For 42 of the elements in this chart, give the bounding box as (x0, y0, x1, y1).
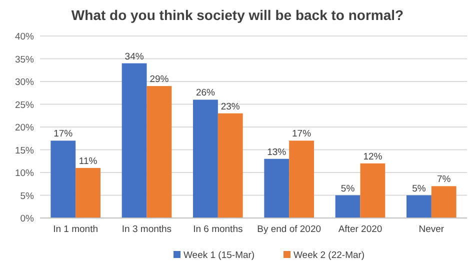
x-tick-label: In 6 months (193, 224, 243, 235)
y-tick-label: 35% (14, 54, 35, 66)
y-tick-label: 25% (14, 100, 35, 111)
chart-title: What do you think society will be back to normal? (71, 7, 404, 23)
data-label: 26% (196, 88, 216, 99)
data-label: 23% (220, 101, 240, 112)
x-tick-label: Never (418, 224, 444, 235)
legend-label: Week 1 (15-Mar) (184, 250, 255, 261)
x-tick-label: In 3 months (122, 224, 172, 235)
bar (218, 113, 243, 218)
bar (122, 63, 147, 218)
bar (193, 100, 218, 218)
x-tick-label: In 1 month (53, 224, 98, 235)
y-tick-label: 15% (14, 145, 35, 156)
bar (264, 158, 290, 218)
y-tick-label: 20% (14, 122, 35, 134)
y-tick-label: 10% (14, 168, 35, 179)
data-label: 5% (412, 183, 426, 194)
x-tick-label: By end of 2020 (257, 224, 322, 235)
x-tick-label: After 2020 (338, 224, 382, 235)
bar (335, 195, 360, 218)
data-label: 34% (124, 51, 144, 62)
bar (50, 140, 76, 218)
y-tick-label: 0% (20, 214, 35, 224)
bar (146, 86, 172, 218)
y-tick-label: 5% (20, 190, 35, 202)
data-label: 29% (150, 74, 170, 86)
y-tick-label: 30% (14, 77, 35, 88)
bar (360, 163, 386, 218)
data-label: 13% (267, 146, 287, 158)
data-label: 17% (292, 128, 312, 140)
data-label: 5% (340, 183, 356, 194)
legend-label: Week 2 (22-Mar) (294, 250, 365, 261)
data-label: 17% (54, 128, 74, 140)
bar (76, 168, 100, 218)
y-tick-label: 40% (14, 32, 35, 42)
data-label: 12% (363, 151, 383, 162)
data-label: 7% (437, 174, 452, 186)
data-label: 11% (78, 156, 98, 167)
bar (406, 195, 432, 218)
bar (431, 186, 456, 218)
bar (289, 140, 314, 218)
